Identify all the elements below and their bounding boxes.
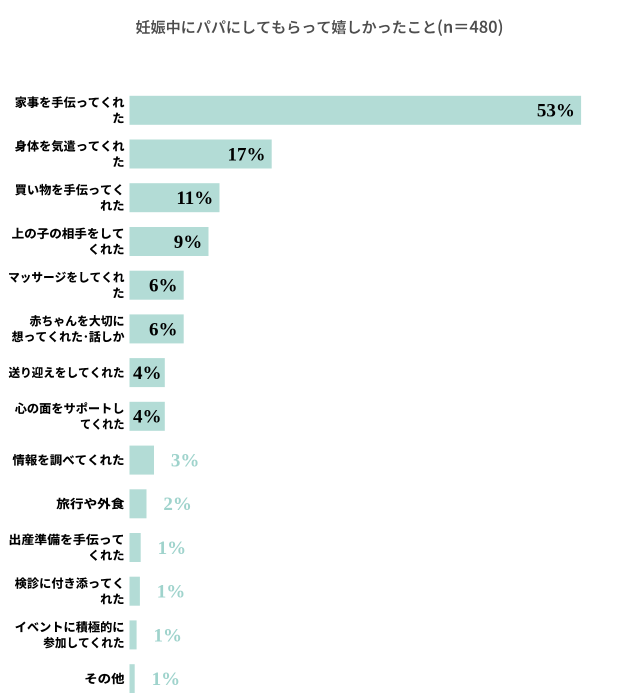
svg-text:3%: 3% bbox=[171, 451, 200, 472]
svg-text:17%: 17% bbox=[228, 144, 266, 165]
svg-text:9%: 9% bbox=[174, 232, 203, 253]
svg-text:53%: 53% bbox=[537, 101, 575, 122]
svg-text:2%: 2% bbox=[163, 494, 192, 515]
svg-text:1%: 1% bbox=[152, 669, 181, 690]
svg-text:1%: 1% bbox=[157, 582, 186, 603]
svg-text:4%: 4% bbox=[133, 363, 162, 384]
svg-text:6%: 6% bbox=[149, 276, 178, 297]
svg-text:6%: 6% bbox=[149, 319, 178, 340]
svg-text:1%: 1% bbox=[158, 538, 187, 559]
svg-text:11%: 11% bbox=[176, 188, 213, 209]
svg-text:1%: 1% bbox=[154, 625, 183, 646]
svg-text:4%: 4% bbox=[133, 407, 162, 428]
